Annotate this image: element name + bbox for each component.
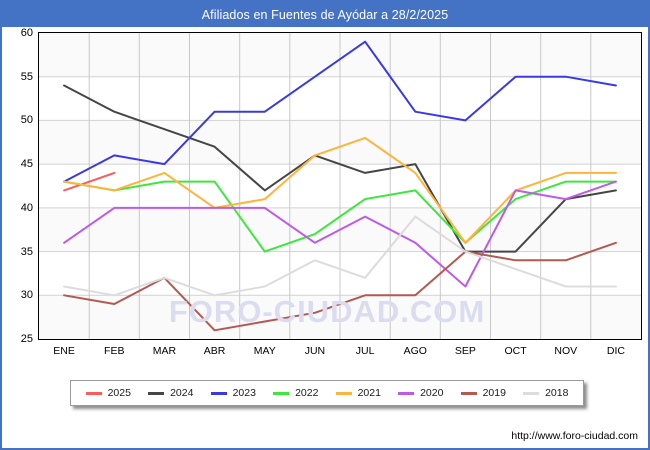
x-axis-tick-label: FEB <box>104 345 125 357</box>
plot-area <box>38 32 642 340</box>
legend-item-label: 2018 <box>545 387 569 399</box>
legend-item-label: 2021 <box>357 387 381 399</box>
y-axis-tick-label: 60 <box>20 27 33 39</box>
y-axis-tick-label: 35 <box>20 245 33 258</box>
y-axis-tick-label: 25 <box>20 333 33 345</box>
x-axis-tick-label: ABR <box>203 345 226 357</box>
legend-item-label: 2023 <box>232 387 256 399</box>
legend-color-swatch <box>460 391 477 395</box>
legend-item-2023[interactable]: 2023 <box>202 387 265 399</box>
legend-color-swatch <box>398 391 415 395</box>
x-axis-tick-label: OCT <box>504 345 527 357</box>
footer-url: http://www.foro-ciudad.com <box>511 430 638 442</box>
plot-wrapper: 25 30 35 40 45 50 55 60 ENE FEB MAR ABR MAY JUN JUL AG… <box>21 27 642 357</box>
x-axis-tick-label: AGO <box>403 345 427 357</box>
legend-item-label: 2019 <box>482 387 506 399</box>
x-axis-tick-label: NOV <box>554 345 578 357</box>
legend-color-swatch <box>210 391 227 395</box>
legend-item-2018[interactable]: 2018 <box>515 387 578 399</box>
x-axis-tick-label: DIC <box>606 345 625 357</box>
chart-legend: 2025 2024 2023 2022 2021 2020 2019 2018 <box>70 380 584 406</box>
legend-item-2024[interactable]: 2024 <box>140 387 203 399</box>
legend-item-label: 2020 <box>420 387 444 399</box>
legend-item-2022[interactable]: 2022 <box>265 387 328 399</box>
legend-item-label: 2022 <box>295 387 319 399</box>
legend-item-2019[interactable]: 2019 <box>452 387 515 399</box>
page-title: Afiliados en Fuentes de Ayódar a 28/2/20… <box>201 7 449 22</box>
legend-color-swatch <box>523 391 540 395</box>
y-axis-tick-label: 40 <box>20 201 33 214</box>
y-axis-tick-label: 30 <box>20 289 33 302</box>
x-axis-tick-label: MAY <box>253 345 276 357</box>
legend-item-2021[interactable]: 2021 <box>327 387 390 399</box>
chart-title-bar: Afiliados en Fuentes de Ayódar a 28/2/20… <box>2 2 648 27</box>
legend-color-swatch <box>273 391 290 395</box>
legend-color-swatch <box>85 391 102 395</box>
legend-item-2020[interactable]: 2020 <box>390 387 453 399</box>
legend-item-2025[interactable]: 2025 <box>77 387 140 399</box>
y-axis-tick-label: 45 <box>20 158 33 171</box>
x-axis-tick-label: ENE <box>53 345 75 357</box>
x-axis-tick-label: JUN <box>304 345 326 357</box>
legend-item-label: 2024 <box>170 387 194 399</box>
y-axis-tick-label: 50 <box>20 114 33 127</box>
y-axis-tick-label: 55 <box>20 70 33 83</box>
x-axis-tick-label: MAR <box>152 345 177 357</box>
series-lines <box>63 40 617 332</box>
legend-color-swatch <box>148 391 165 395</box>
legend-color-swatch <box>335 391 352 395</box>
x-axis-tick-label: SEP <box>454 345 476 357</box>
x-axis-tick-label: JUL <box>355 345 375 357</box>
legend-item-label: 2025 <box>107 387 131 399</box>
